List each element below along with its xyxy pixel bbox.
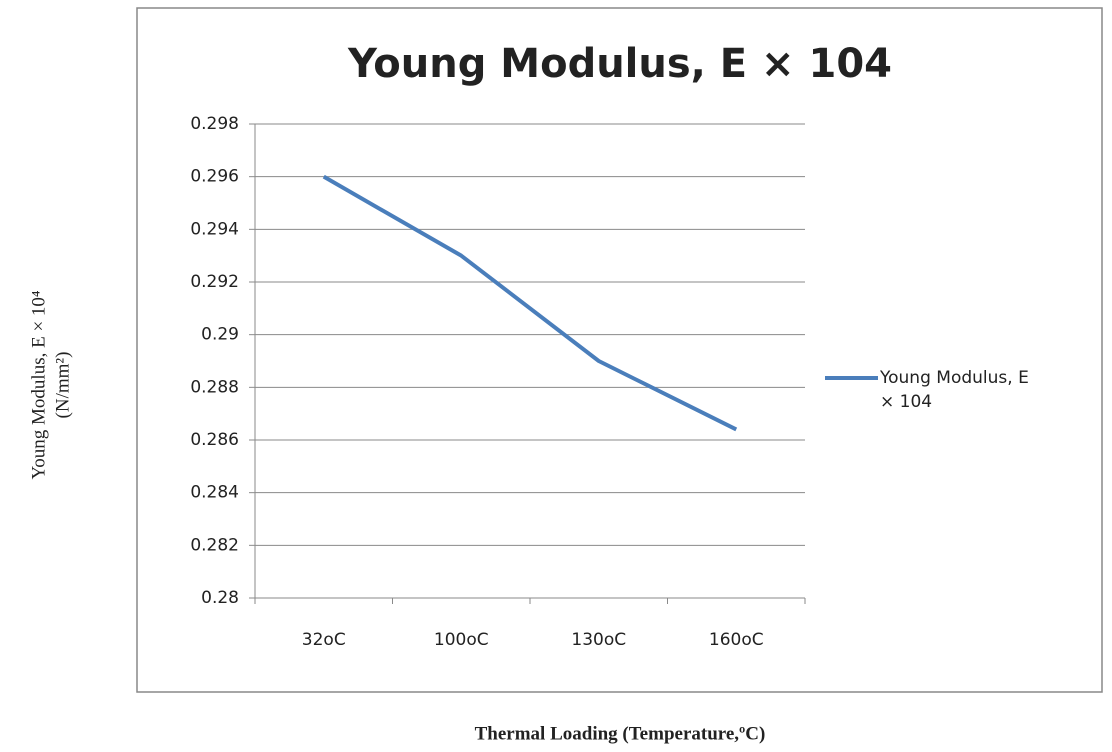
y-axis-label: (N/mm²): [52, 352, 73, 419]
y-axis-label: Young Modulus, E × 10⁴: [28, 290, 49, 479]
legend-label: Young Modulus, E × 104: [880, 368, 1029, 412]
x-axis-label: Thermal Loading (Temperature,ºC): [475, 723, 766, 744]
y-tick-label: 0.28: [201, 588, 239, 608]
x-tick-label: 32oC: [302, 630, 346, 650]
y-tick-label: 0.296: [190, 167, 239, 187]
x-tick-label: 130oC: [571, 630, 626, 650]
y-tick-label: 0.282: [190, 535, 239, 555]
y-tick-label: 0.292: [190, 272, 239, 292]
x-tick-label: 160oC: [709, 630, 764, 650]
y-tick-label: 0.288: [190, 377, 239, 397]
y-tick-label: 0.286: [190, 430, 239, 450]
chart-frame: [136, 7, 1103, 693]
legend-entry: Young Modulus, E × 104: [880, 368, 1029, 412]
chart-title: Young Modulus, E × 104: [347, 41, 892, 87]
y-tick-label: 0.284: [190, 483, 239, 503]
y-tick-label: 0.294: [190, 219, 239, 239]
data-line: [322, 174, 738, 432]
y-tick-label: 0.298: [190, 114, 239, 134]
x-tick-label: 100oC: [434, 630, 489, 650]
y-tick-label: 0.29: [201, 325, 239, 345]
